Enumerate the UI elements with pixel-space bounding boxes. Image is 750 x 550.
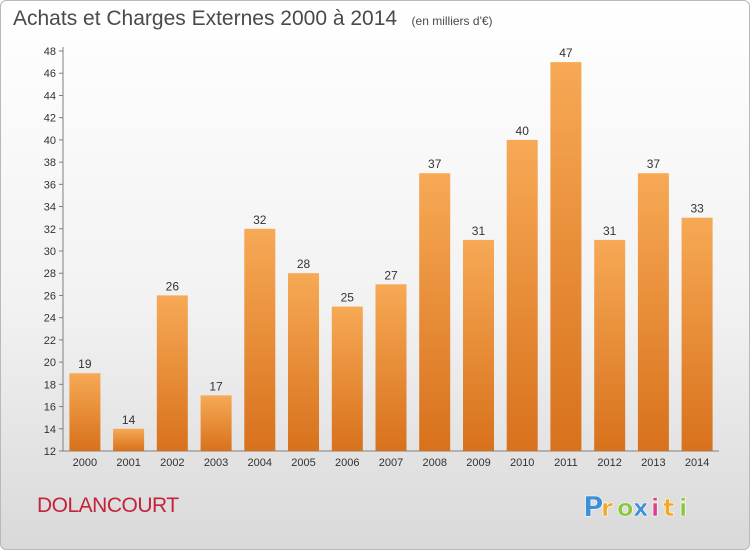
y-tick-label: 32 bbox=[44, 224, 56, 236]
bar-2007 bbox=[375, 284, 407, 451]
y-tick-label: 42 bbox=[44, 113, 56, 125]
x-tick-label: 2012 bbox=[597, 457, 621, 469]
y-tick-label: 28 bbox=[44, 268, 56, 280]
y-tick-label: 24 bbox=[44, 313, 56, 325]
chart-title-unit: (en milliers d'€) bbox=[411, 14, 493, 28]
x-tick-label: 2014 bbox=[685, 457, 709, 469]
logo-letter: x bbox=[633, 494, 649, 522]
bar-2008 bbox=[419, 173, 451, 451]
bar-2014 bbox=[681, 217, 713, 451]
y-tick-label: 20 bbox=[44, 357, 56, 369]
logo-letter: r bbox=[601, 494, 613, 522]
x-tick-label: 2009 bbox=[466, 457, 490, 469]
value-label-2011: 47 bbox=[559, 46, 573, 60]
y-tick-label: 16 bbox=[44, 402, 56, 414]
chart-title: Achats et Charges Externes 2000 à 2014 (… bbox=[13, 7, 493, 31]
bar-2013 bbox=[637, 173, 669, 451]
bar-2010 bbox=[506, 139, 538, 451]
bar-2001 bbox=[113, 428, 145, 451]
y-tick-label: 14 bbox=[44, 424, 56, 436]
value-label-2013: 37 bbox=[647, 157, 661, 171]
bar-2005 bbox=[288, 273, 319, 451]
proxiti-logo: Pr o x i t i bbox=[583, 490, 688, 524]
x-tick-label: 2003 bbox=[204, 457, 228, 469]
y-tick-label: 18 bbox=[44, 379, 56, 391]
y-tick-label: 34 bbox=[44, 202, 56, 214]
y-axis: 12 14 16 18 20 22 24 26 28 30 32 34 36 38 40 42 44 46 48 bbox=[44, 46, 64, 458]
x-tick-label: 2010 bbox=[510, 457, 534, 469]
y-tick-label: 48 bbox=[44, 46, 56, 58]
bars bbox=[69, 62, 713, 451]
x-tick-label: 2001 bbox=[116, 457, 140, 469]
commune-name: DOLANCOURT bbox=[37, 494, 179, 517]
value-label-2004: 32 bbox=[253, 213, 267, 227]
value-label-2002: 26 bbox=[166, 279, 180, 293]
y-tick-label: 12 bbox=[44, 446, 56, 458]
value-labels: 19 14 26 17 32 28 25 27 37 31 40 47 31 37 33 bbox=[78, 46, 704, 427]
x-tick-label: 2000 bbox=[73, 457, 97, 469]
logo-letter: i bbox=[679, 494, 687, 522]
bar-2000 bbox=[69, 373, 101, 451]
x-tick-label: 2007 bbox=[379, 457, 403, 469]
x-tick-label: 2002 bbox=[160, 457, 184, 469]
x-tick-label: 2008 bbox=[422, 457, 446, 469]
value-label-2003: 17 bbox=[209, 379, 223, 393]
x-tick-label: 2013 bbox=[641, 457, 665, 469]
bar-2011 bbox=[550, 62, 582, 451]
y-tick-label: 22 bbox=[44, 335, 56, 347]
value-label-2007: 27 bbox=[384, 268, 398, 282]
logo-letter: o bbox=[617, 494, 634, 522]
bar-2002 bbox=[156, 295, 188, 451]
x-tick-label: 2004 bbox=[248, 457, 272, 469]
x-axis: 2000 2001 2002 2003 2004 2005 2006 2007 2008 2009… bbox=[63, 450, 719, 469]
y-tick-label: 40 bbox=[44, 135, 56, 147]
value-label-2010: 40 bbox=[516, 124, 530, 138]
x-tick-label: 2011 bbox=[554, 457, 578, 469]
y-tick-label: 26 bbox=[44, 290, 56, 302]
y-tick-label: 44 bbox=[44, 90, 56, 102]
y-tick-label: 46 bbox=[44, 68, 56, 80]
logo-letter: t bbox=[663, 494, 674, 522]
bar-2006 bbox=[331, 306, 363, 451]
value-label-2005: 28 bbox=[297, 257, 311, 271]
x-tick-label: 2006 bbox=[335, 457, 359, 469]
chart-title-main: Achats et Charges Externes 2000 à 2014 bbox=[13, 7, 398, 30]
x-tick-label: 2005 bbox=[291, 457, 315, 469]
value-label-2014: 33 bbox=[690, 202, 704, 216]
value-label-2008: 37 bbox=[428, 157, 442, 171]
y-tick-label: 38 bbox=[44, 157, 56, 169]
y-tick-label: 30 bbox=[44, 246, 56, 258]
value-label-2009: 31 bbox=[472, 224, 486, 238]
value-label-2006: 25 bbox=[341, 291, 355, 305]
value-label-2012: 31 bbox=[603, 224, 617, 238]
y-tick-label: 36 bbox=[44, 179, 56, 191]
value-label-2001: 14 bbox=[122, 413, 136, 427]
bar-2009 bbox=[463, 239, 494, 451]
value-label-2000: 19 bbox=[78, 357, 92, 371]
bar-2012 bbox=[594, 239, 626, 451]
logo-letter: P bbox=[583, 490, 604, 523]
bar-2004 bbox=[244, 228, 276, 451]
logo-letter: i bbox=[651, 494, 659, 522]
bar-2003 bbox=[200, 395, 232, 451]
